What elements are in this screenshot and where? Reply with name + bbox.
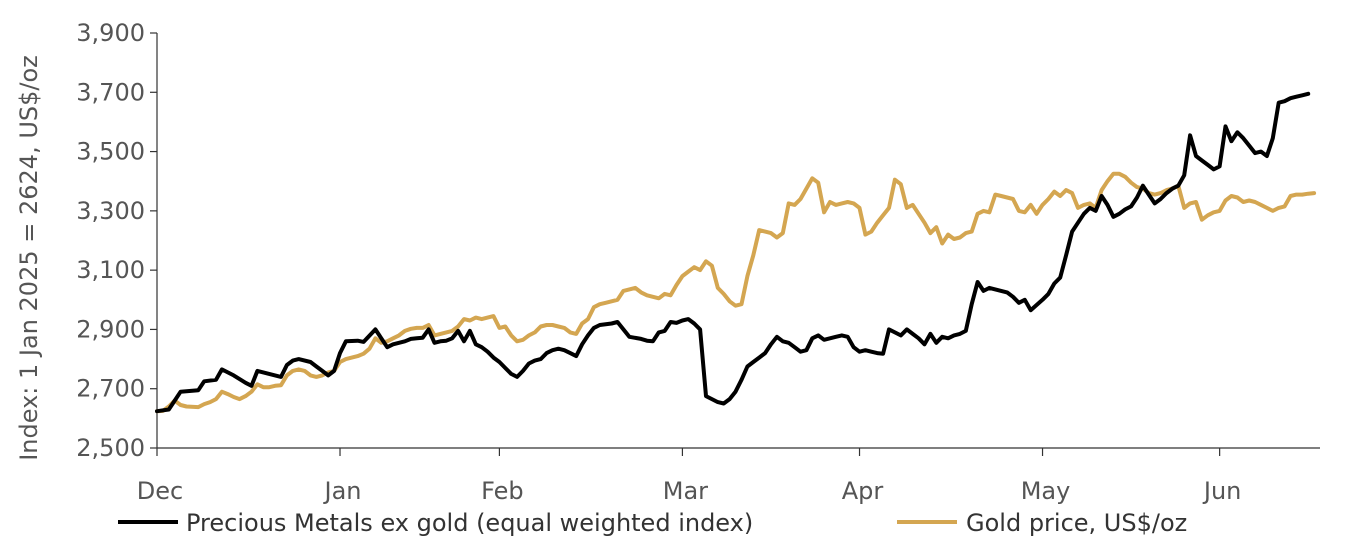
y-tick-label: 2,500 xyxy=(76,434,145,462)
legend-label: Precious Metals ex gold (equal weighted … xyxy=(186,509,753,537)
x-tick-label: Mar xyxy=(663,477,708,505)
y-tick-label: 3,100 xyxy=(76,256,145,284)
x-tick-label: Feb xyxy=(481,477,524,505)
x-tick-label: Apr xyxy=(842,477,884,505)
series-line-gold-price xyxy=(155,171,1317,414)
y-tick-label: 3,500 xyxy=(76,138,145,166)
legend-item-gold-price: Gold price, US$/oz xyxy=(897,509,1187,537)
x-tick-label: Jun xyxy=(1202,477,1242,505)
legend: Precious Metals ex gold (equal weighted … xyxy=(118,509,1187,537)
y-tick-label: 3,700 xyxy=(76,78,145,106)
y-tick-label: 2,700 xyxy=(76,375,145,403)
x-tick-label: Dec xyxy=(137,477,183,505)
legend-item-precious-metals: Precious Metals ex gold (equal weighted … xyxy=(118,509,753,537)
series-layer xyxy=(155,91,1317,414)
axes: 2,500 2,700 2,900 3,100 3,300 3,500 3,700 3,900… xyxy=(76,19,1320,505)
x-tick-label: Jan xyxy=(323,477,362,505)
series-line-precious-metals xyxy=(155,91,1311,414)
y-axis-title: Index: 1 Jan 2025 = 2624, US$/oz xyxy=(15,55,43,461)
y-tick-label: 3,900 xyxy=(76,19,145,47)
y-tick-label: 2,900 xyxy=(76,315,145,343)
legend-label: Gold price, US$/oz xyxy=(966,509,1187,537)
x-tick-label: May xyxy=(1021,477,1071,505)
y-tick-label: 3,300 xyxy=(76,197,145,225)
